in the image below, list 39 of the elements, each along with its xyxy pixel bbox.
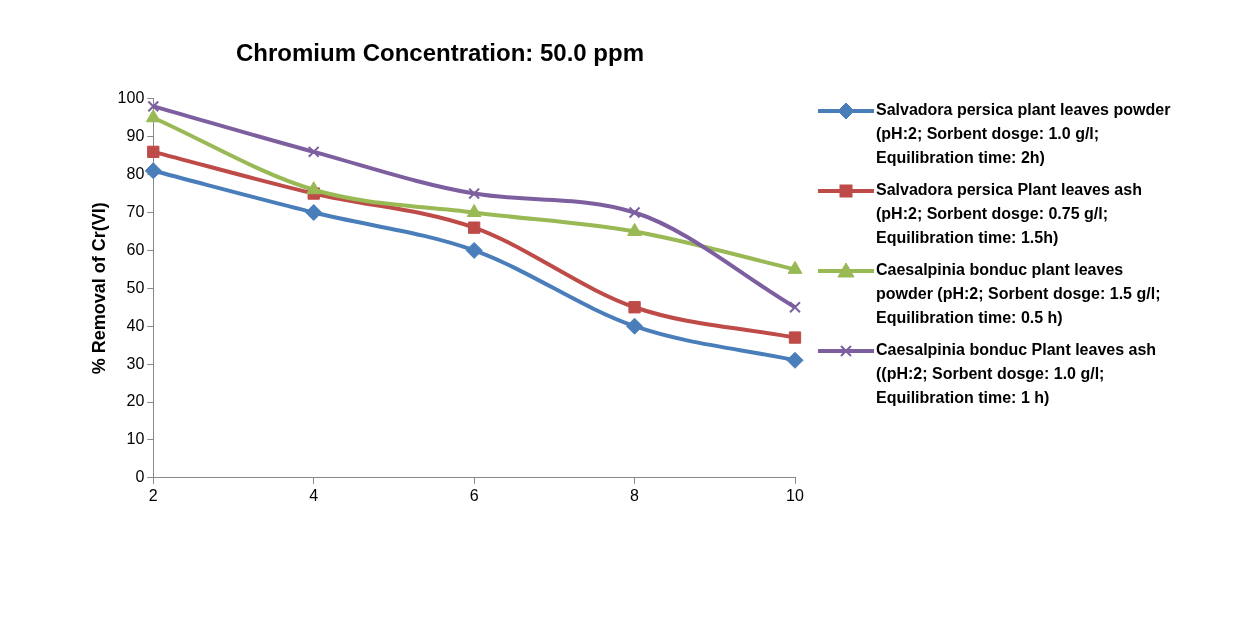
point [144,162,162,180]
point [465,241,483,259]
x-tick-label: 6 [469,486,479,504]
x-tick-label: 4 [309,486,319,504]
point [626,317,644,335]
point [467,221,481,234]
point [789,301,801,314]
point [466,204,482,217]
point [307,145,320,158]
y-tick-label: 50 [126,278,145,296]
x-tick-label: 10 [786,486,804,504]
y-tick-label: 0 [135,468,145,486]
legend-label: Caesalpinia bonduc plant leaves powder (pH:2; Sorbent dosge: 1.5 g/l; Equilibration time: 0.5 h) [876,260,1162,328]
x-tick-label: 2 [148,486,158,504]
legend-label: Caesalpinia bonduc Plant leaves ash ((pH:2; Sorbent dosge: 1.0 g/l; Equilibration time: 1 h) [876,340,1158,408]
legend-label: Salvadora persica plant leaves powder (pH:2; Sorbent dosge: 1.0 g/l; Equilibration time: 2h) [876,100,1172,168]
point [628,206,641,219]
point [468,187,481,200]
point [147,145,160,159]
y-tick-label: 100 [117,89,145,107]
y-tick-label: 60 [126,240,145,258]
y-tick-label: 70 [126,202,145,220]
point [788,331,802,344]
y-axis-title: % Removal of Cr(VI) [88,202,109,375]
legend-label: Salvadora persica Plant leaves ash (pH:2; Sorbent dosge: 0.75 g/l; Equilibration time: 1.5h) [876,180,1143,248]
x-tick-label: 8 [630,486,640,504]
point [305,204,323,221]
y-tick-label: 30 [126,354,145,372]
y-tick-label: 90 [126,127,145,145]
point [786,351,804,369]
point [145,109,161,123]
y-tick-label: 40 [126,316,145,334]
point [628,301,641,314]
chart-title: Chromium Concentration: 50.0 ppm [235,39,645,67]
y-tick-label: 10 [126,430,145,448]
y-tick-label: 20 [126,392,145,410]
y-tick-label: 80 [126,165,145,183]
point [306,181,322,195]
point [147,100,160,113]
